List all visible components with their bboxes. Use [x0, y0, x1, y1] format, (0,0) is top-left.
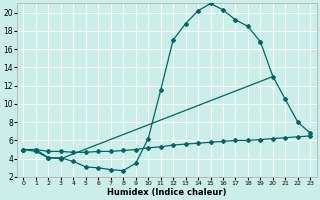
X-axis label: Humidex (Indice chaleur): Humidex (Indice chaleur): [107, 188, 227, 197]
